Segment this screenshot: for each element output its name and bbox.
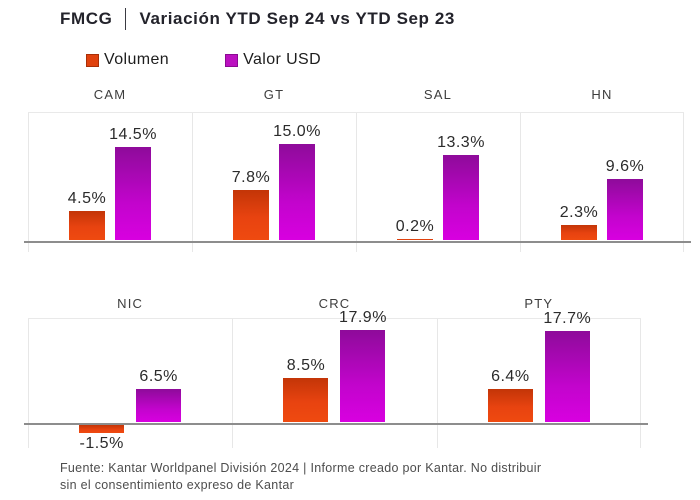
category-labels-row-1: CAM GT SAL HN xyxy=(28,87,684,103)
source-note-line-2: sin el consentimiento expreso de Kantar xyxy=(60,478,295,492)
value-label-valor-hn: 9.6% xyxy=(605,157,645,175)
source-note-line-1: Fuente: Kantar Worldpanel División 2024 … xyxy=(60,461,542,475)
panel-nic: -1.5% 6.5% xyxy=(28,319,232,452)
value-label-valor-crc: 17.9% xyxy=(339,308,387,326)
legend-item-valor-usd: Valor USD xyxy=(225,51,321,69)
page-title: FMCG Variación YTD Sep 24 vs YTD Sep 23 xyxy=(60,8,455,30)
bar-valor-sal xyxy=(443,154,479,240)
chart-legend: Volumen Valor USD xyxy=(86,51,321,69)
zero-axis-line xyxy=(24,423,648,425)
value-label-valor-sal: 13.3% xyxy=(437,133,485,151)
panel-divider xyxy=(520,113,521,252)
bar-valor-pty xyxy=(544,330,590,422)
panel-divider xyxy=(192,113,193,252)
category-labels-row-2: NIC CRC PTY xyxy=(28,296,641,312)
panel-hn: 2.3% 9.6% xyxy=(520,113,684,252)
bar-volumen-gt xyxy=(233,190,269,240)
bar-volumen-crc xyxy=(283,378,329,422)
value-label-volumen-nic: -1.5% xyxy=(79,434,124,452)
bar-volumen-nic xyxy=(79,425,125,433)
category-label-cam: CAM xyxy=(93,87,127,102)
category-label-pty: PTY xyxy=(524,296,554,311)
title-separator xyxy=(125,8,127,30)
panel-divider xyxy=(640,319,641,448)
title-text: Variación YTD Sep 24 vs YTD Sep 23 xyxy=(139,9,455,28)
panel-divider xyxy=(28,319,29,448)
panel-divider xyxy=(683,113,684,252)
bar-valor-crc xyxy=(340,329,386,422)
legend-item-volumen: Volumen xyxy=(86,51,169,69)
category-label-gt: GT xyxy=(263,87,285,102)
legend-label-valor-usd: Valor USD xyxy=(243,51,322,68)
title-brand: FMCG xyxy=(60,9,113,28)
category-label-sal: SAL xyxy=(423,87,453,102)
chart-row-2: -1.5% 6.5% 8.5% 17.9% 6.4% 17.7% xyxy=(24,309,648,452)
panel-sal: 0.2% 13.3% xyxy=(356,113,520,252)
value-label-volumen-sal: 0.2% xyxy=(395,217,435,235)
source-note: Fuente: Kantar Worldpanel División 2024 … xyxy=(60,460,541,494)
category-label-nic: NIC xyxy=(117,296,144,311)
bar-volumen-pty xyxy=(487,389,533,422)
panel-divider xyxy=(437,319,438,448)
value-label-valor-cam: 14.5% xyxy=(109,126,157,144)
value-label-volumen-gt: 7.8% xyxy=(231,169,271,187)
bar-volumen-sal xyxy=(397,238,433,240)
value-label-volumen-hn: 2.3% xyxy=(559,204,599,222)
value-label-volumen-pty: 6.4% xyxy=(491,368,530,386)
panel-divider xyxy=(28,113,29,252)
panel-divider xyxy=(232,319,233,448)
value-label-volumen-crc: 8.5% xyxy=(286,357,326,375)
bar-valor-cam xyxy=(115,147,151,240)
valor-usd-swatch-icon xyxy=(225,53,239,67)
value-label-valor-nic: 6.5% xyxy=(139,367,178,385)
bar-volumen-cam xyxy=(69,211,105,240)
chart-row-1: 4.5% 14.5% 7.8% 15.0% 0.2% 13.3% 2.3% 9.6% xyxy=(24,112,691,252)
panel-cam: 4.5% 14.5% xyxy=(28,113,192,252)
value-label-volumen-cam: 4.5% xyxy=(67,190,107,208)
bar-valor-nic xyxy=(136,388,182,422)
panel-crc: 8.5% 17.9% xyxy=(232,309,436,448)
bar-volumen-hn xyxy=(561,225,597,240)
volumen-swatch-icon xyxy=(86,53,99,67)
panel-divider xyxy=(356,113,357,252)
panel-pty: 6.4% 17.7% xyxy=(437,310,641,448)
value-label-valor-gt: 15.0% xyxy=(273,123,321,140)
category-label-crc: CRC xyxy=(318,296,351,311)
bar-valor-hn xyxy=(607,178,643,240)
value-label-valor-pty: 17.7% xyxy=(543,309,592,327)
bar-valor-gt xyxy=(279,144,315,240)
panel-gt: 7.8% 15.0% xyxy=(192,113,356,252)
category-label-hn: HN xyxy=(591,87,613,102)
zero-axis-line xyxy=(24,241,691,243)
legend-label-volumen: Volumen xyxy=(104,51,170,68)
